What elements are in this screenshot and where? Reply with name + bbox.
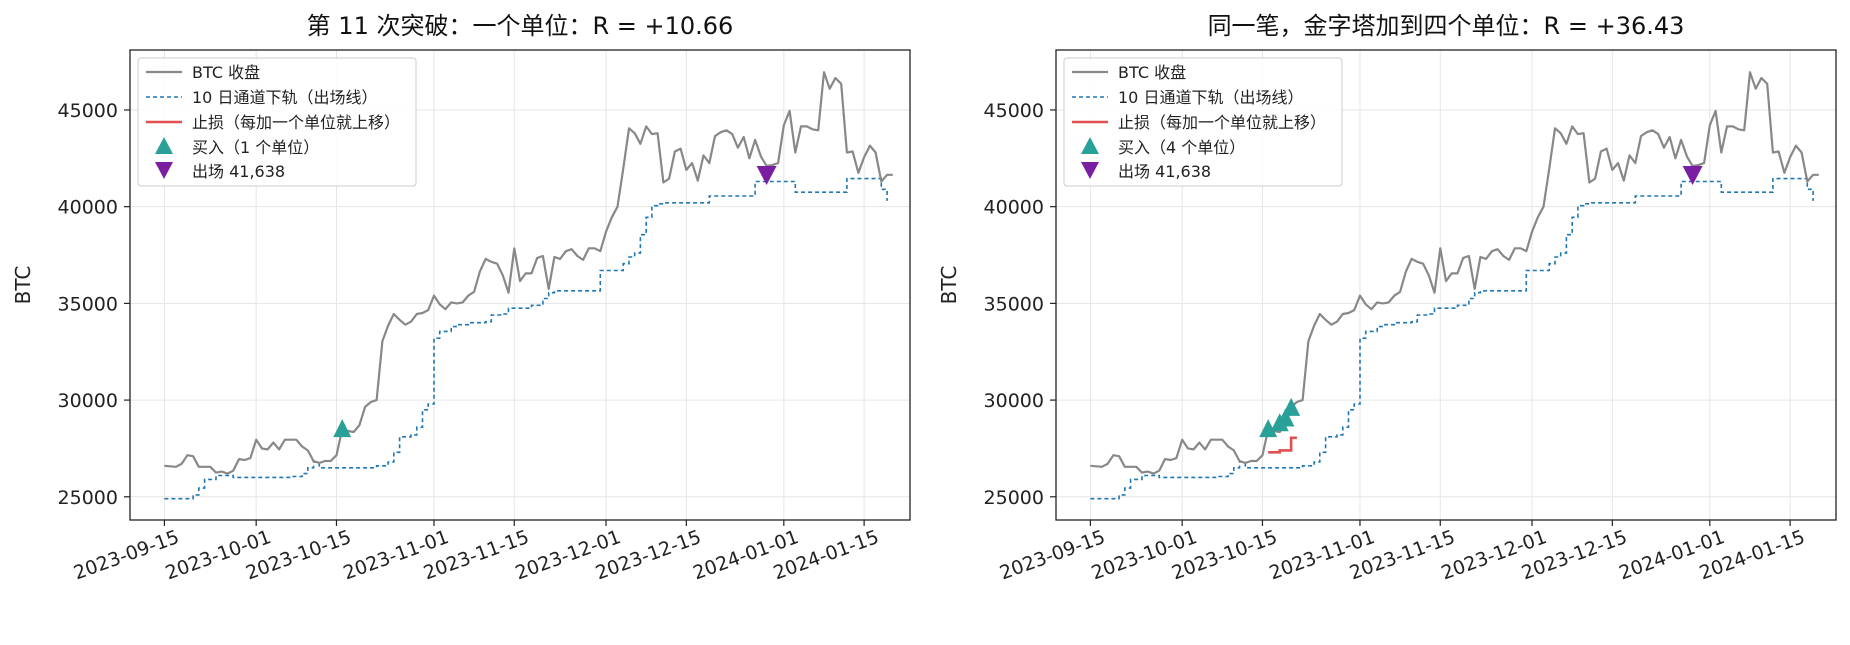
x-tick-label: 2023-09-15 [71,526,182,584]
plot-area-frame [1055,49,1837,521]
legend-entry-exit: 出场 41,638 [192,162,285,181]
entry-marker [1282,397,1301,416]
legend-entry-exit: 出场 41,638 [1118,162,1211,181]
legend-entry-close: BTC 收盘 [1118,63,1186,82]
left-chart-panel: 第 11 次突破：一个单位：R = +10.66 2023-09-152023-… [11,12,911,584]
legend-swatch-entry [155,137,173,154]
legend-entry-channel: 10 日通道下轨（出场线） [192,88,377,107]
legend-entry-close: BTC 收盘 [192,63,260,82]
chart-title: 同一笔，金字塔加到四个单位：R = +36.43 [1208,12,1685,40]
legend-swatch-exit [155,162,173,179]
legend-entry-buy: 买入（4 个单位） [1118,138,1245,157]
legend-swatch-entry [1081,137,1099,154]
entry-marker [1259,419,1278,438]
legend-entry-channel: 10 日通道下轨（出场线） [1118,88,1303,107]
legend-box [1063,57,1343,187]
legend-box [137,57,417,187]
exit-marker [756,165,777,185]
y-tick-label: 40000 [984,197,1044,219]
entry-marker [1276,408,1295,427]
y-tick-label: 45000 [984,100,1044,122]
y-tick-label: 25000 [984,487,1044,509]
legend: BTC 收盘 10 日通道下轨（出场线） 止损（每加一个单位就上移） 买入（1 … [137,57,417,187]
channel-lower-line [1090,177,1814,500]
exit-marker [1682,165,1703,185]
close-price-line [1090,71,1819,475]
legend-entry-buy: 买入（1 个单位） [192,138,319,157]
legend-entry-stop: 止损（每加一个单位就上移） [192,113,400,132]
y-axis-label: BTC [11,266,35,305]
y-axis-label: BTC [937,266,961,305]
legend: BTC 收盘 10 日通道下轨（出场线） 止损（每加一个单位就上移） 买入（4 … [1063,57,1343,187]
legend-entry-stop: 止损（每加一个单位就上移） [1118,113,1326,132]
chart-title: 第 11 次突破：一个单位：R = +10.66 [307,12,734,40]
entry-marker [333,419,352,438]
y-tick-label: 35000 [984,293,1044,315]
y-tick-label: 30000 [984,390,1044,412]
y-tick-label: 35000 [58,293,118,315]
y-tick-label: 45000 [58,100,118,122]
y-tick-label: 30000 [58,390,118,412]
stop-loss-line [1268,436,1297,454]
y-tick-label: 25000 [58,487,118,509]
y-tick-label: 40000 [58,197,118,219]
x-tick-label: 2023-09-15 [997,526,1108,584]
channel-lower-line [164,177,888,500]
legend-swatch-exit [1081,162,1099,179]
close-price-line [164,71,893,475]
right-chart-panel: 同一笔，金字塔加到四个单位：R = +36.43 2023-09-152023-… [937,12,1837,584]
plot-area-frame [129,49,911,521]
